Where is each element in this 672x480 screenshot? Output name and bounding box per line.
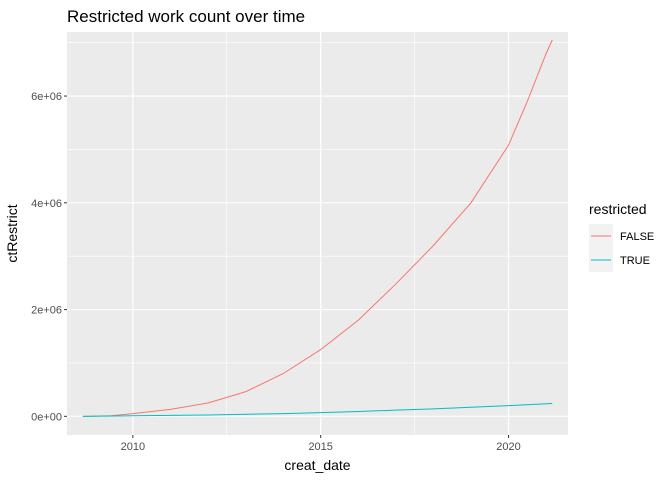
series-line-false — [82, 39, 553, 417]
series-lines — [82, 39, 553, 417]
y-tick-label: 4e+06 — [31, 198, 62, 210]
legend-title: restricted — [589, 201, 647, 217]
chart-title: Restricted work count over time — [67, 7, 305, 26]
plot-panel — [67, 32, 568, 435]
legend: restricted FALSE TRUE — [589, 201, 654, 272]
y-tick-label: 6e+06 — [31, 91, 62, 103]
y-tick-label: 2e+06 — [31, 305, 62, 317]
x-tick-label: 2015 — [308, 441, 332, 453]
grid — [67, 32, 568, 435]
x-tick-label: 2010 — [121, 441, 145, 453]
x-axis: 2010 2015 2020 — [121, 435, 521, 453]
y-axis: 0e+00 2e+06 4e+06 6e+06 — [31, 91, 67, 423]
series-line-true — [82, 403, 553, 417]
x-tick-label: 2020 — [496, 441, 520, 453]
y-axis-title: ctRestrict — [4, 204, 20, 262]
legend-label: TRUE — [620, 255, 650, 267]
x-axis-title: creat_date — [284, 457, 350, 473]
legend-label: FALSE — [620, 231, 654, 243]
y-tick-label: 0e+00 — [31, 411, 62, 423]
